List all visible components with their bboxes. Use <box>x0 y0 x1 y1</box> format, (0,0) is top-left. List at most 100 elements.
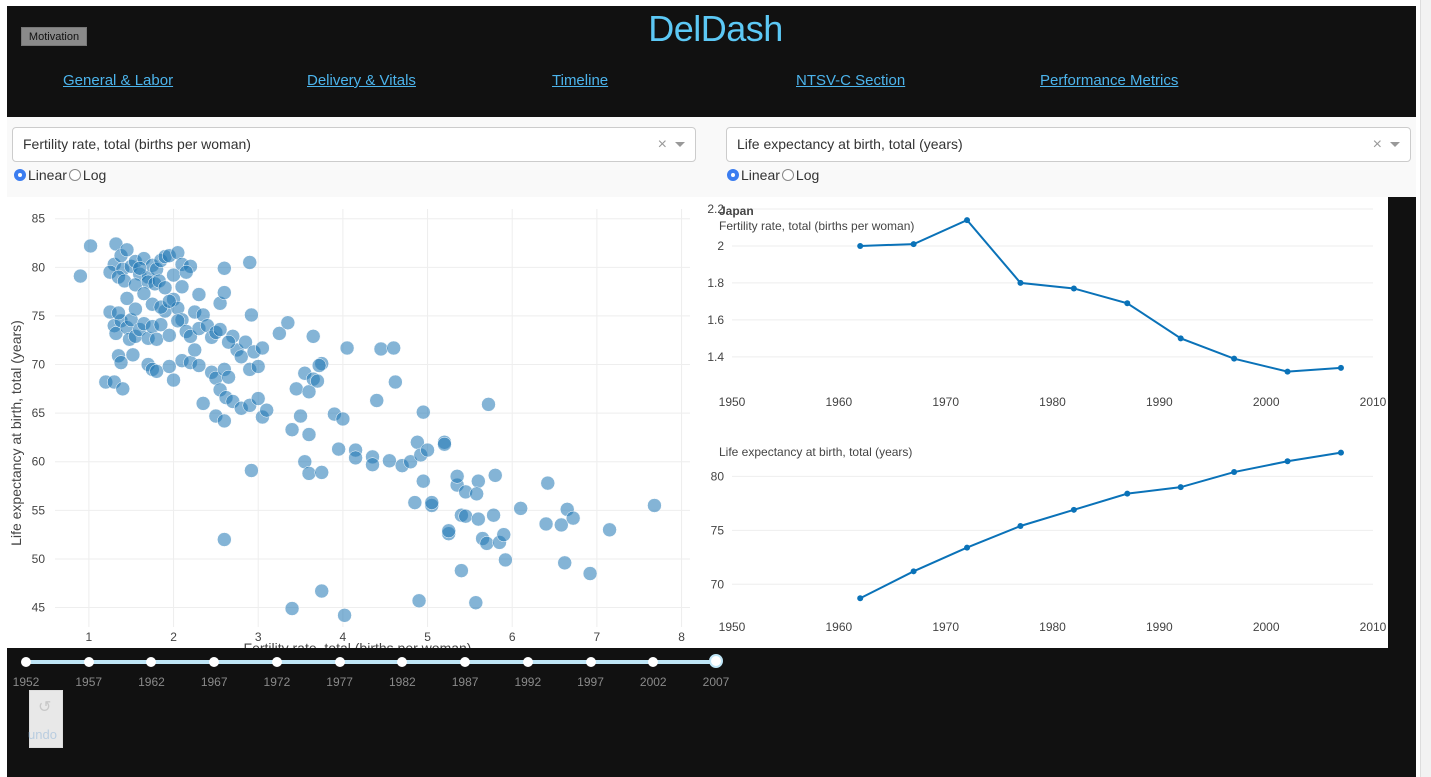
fertility-timeseries-chart[interactable]: 2.2 2 1.8 1.6 1.4 1950 1960 1970 1980 1990 2000 201… <box>697 197 1388 422</box>
scatter-point[interactable] <box>221 369 236 385</box>
year-slider-mark-label[interactable]: 1952 <box>12 675 40 689</box>
scatter-point[interactable] <box>250 391 266 406</box>
scatter-point[interactable] <box>437 436 452 452</box>
scatter-point[interactable] <box>162 328 177 343</box>
series-point[interactable] <box>1070 285 1077 292</box>
scatter-point[interactable] <box>369 393 384 408</box>
scatter-point[interactable] <box>496 527 511 542</box>
scatter-point[interactable] <box>411 593 427 609</box>
scatter-point[interactable] <box>373 341 389 357</box>
year-slider-mark-label[interactable]: 2007 <box>702 675 730 689</box>
scatter-point[interactable] <box>166 372 181 388</box>
scatter-point[interactable] <box>513 501 528 516</box>
series-point[interactable] <box>964 217 971 224</box>
series-point[interactable] <box>910 568 917 575</box>
scatter-point[interactable] <box>191 358 207 373</box>
scatter-point[interactable] <box>420 442 435 458</box>
scatter-point[interactable] <box>242 255 257 270</box>
scatter-point[interactable] <box>557 555 572 571</box>
scatter-point[interactable] <box>471 473 486 489</box>
scatter-point[interactable] <box>149 332 164 347</box>
scatter-point[interactable] <box>449 469 465 484</box>
scatter-point[interactable] <box>136 286 152 301</box>
life-expectancy-timeseries-chart[interactable]: 80 75 70 1950 1960 1970 1980 1990 2000 2010 Life e… <box>697 422 1388 648</box>
scatter-point[interactable] <box>149 364 164 379</box>
x-radio-log-label[interactable]: Log <box>82 167 107 183</box>
scatter-point[interactable] <box>119 242 135 258</box>
scatter-point[interactable] <box>471 511 486 527</box>
scatter-point[interactable] <box>301 427 317 442</box>
year-slider-mark-label[interactable]: 1957 <box>75 675 103 689</box>
scatter-point[interactable] <box>486 507 501 523</box>
scatter-point[interactable] <box>647 498 662 513</box>
scatter-point[interactable] <box>170 313 186 329</box>
year-slider-mark-label[interactable]: 1987 <box>451 675 479 689</box>
scatter-point[interactable] <box>162 359 177 374</box>
series-point[interactable] <box>1231 469 1238 476</box>
year-slider-handle[interactable] <box>709 654 723 668</box>
scatter-point[interactable] <box>335 411 351 427</box>
series-point[interactable] <box>1337 364 1344 371</box>
y-indicator-dropdown[interactable]: Life expectancy at birth, total (years) … <box>726 127 1411 162</box>
scatter-point[interactable] <box>424 495 440 510</box>
scatter-point[interactable] <box>498 552 513 568</box>
scatter-point[interactable] <box>157 280 173 295</box>
series-point[interactable] <box>1124 300 1131 307</box>
x-indicator-dropdown[interactable]: Fertility rate, total (births per woman)… <box>12 127 696 162</box>
scatter-point[interactable] <box>238 334 253 350</box>
scatter-point[interactable] <box>244 463 259 478</box>
series-point[interactable] <box>857 595 864 602</box>
year-slider-dot[interactable] <box>522 657 533 667</box>
scatter-point[interactable] <box>479 536 495 551</box>
x-radio-log[interactable] <box>68 169 81 181</box>
scatter-point[interactable] <box>217 413 232 429</box>
scatter-point[interactable] <box>441 523 456 539</box>
scatter-point[interactable] <box>178 264 194 280</box>
scatter-point[interactable] <box>125 347 141 363</box>
scatter-point[interactable] <box>284 601 300 616</box>
series-point[interactable] <box>1177 484 1184 491</box>
x-chevron-down-icon[interactable] <box>675 142 685 147</box>
scatter-point[interactable] <box>540 475 556 491</box>
window-scrollbar[interactable] <box>1420 0 1431 777</box>
scatter-point[interactable] <box>221 334 236 350</box>
series-point[interactable] <box>1017 523 1024 529</box>
scatter-point[interactable] <box>582 566 598 581</box>
scatter-point[interactable] <box>407 495 423 510</box>
x-clear-icon[interactable]: × <box>657 136 667 153</box>
series-point[interactable] <box>964 544 971 551</box>
year-slider-dot[interactable] <box>209 657 220 667</box>
scatter-point[interactable] <box>388 374 403 390</box>
scatter-point[interactable] <box>386 340 401 356</box>
nav-link-general-labor[interactable]: General & Labor <box>63 72 174 89</box>
y-clear-icon[interactable]: × <box>1372 136 1382 153</box>
x-radio-linear-label[interactable]: Linear <box>28 167 67 183</box>
series-point[interactable] <box>1070 506 1077 513</box>
scatter-point[interactable] <box>217 285 232 300</box>
scatter-point[interactable] <box>195 396 211 411</box>
scatter-point[interactable] <box>301 466 317 481</box>
y-radio-log-label[interactable]: Log <box>795 167 820 183</box>
year-slider-mark-label[interactable]: 1977 <box>326 675 353 689</box>
scatter-point[interactable] <box>416 473 431 489</box>
undo-button[interactable]: ↺ undo <box>28 690 63 748</box>
scatter-point[interactable] <box>293 408 308 424</box>
scatter-point[interactable] <box>259 402 274 418</box>
year-slider-dot[interactable] <box>271 657 282 667</box>
scatter-point[interactable] <box>73 268 88 284</box>
series-point[interactable] <box>1284 368 1291 375</box>
scatter-point[interactable] <box>284 422 300 437</box>
scatter-point[interactable] <box>538 516 554 532</box>
y-radio-linear-label[interactable]: Linear <box>741 167 780 183</box>
scatter-point[interactable] <box>469 486 484 502</box>
scatter-point[interactable] <box>468 595 484 610</box>
y-radio-linear[interactable] <box>727 169 739 181</box>
scatter-point[interactable] <box>217 532 232 547</box>
series-point[interactable] <box>857 242 864 249</box>
year-slider-mark-label[interactable]: 1967 <box>200 675 228 689</box>
nav-link-ntsv-c-section[interactable]: NTSV-C Section <box>796 72 906 89</box>
scatter-point[interactable] <box>339 340 355 356</box>
scatter-point[interactable] <box>217 261 232 276</box>
nav-link-delivery-vitals[interactable]: Delivery & Vitals <box>307 72 416 89</box>
